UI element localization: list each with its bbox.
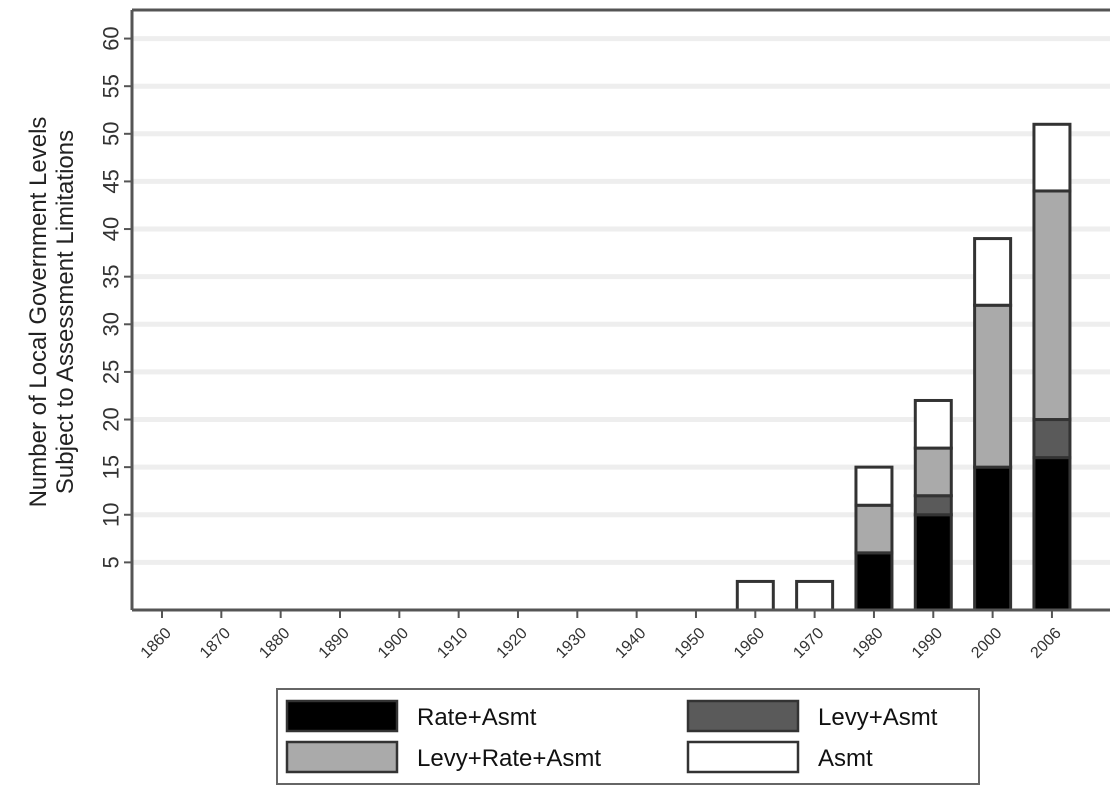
bar-segment (973, 465, 1013, 612)
x-tick-label: 1940 (612, 625, 649, 662)
bar-segment (913, 513, 953, 612)
bar-segment (1032, 456, 1072, 612)
bar-segment (973, 303, 1013, 469)
bar-segment (973, 237, 1013, 307)
bar-segment (1032, 122, 1072, 193)
x-tick-label: 1930 (553, 625, 590, 662)
y-tick-label: 30 (99, 312, 124, 336)
y-tick-label: 55 (99, 74, 124, 98)
x-tick-label: 2006 (1028, 625, 1065, 662)
bar-segment (913, 398, 953, 450)
y-tick-label: 60 (99, 26, 124, 50)
y-axis-label-line-2: Subject to Assessment Limitations (52, 130, 79, 494)
y-tick-label: 40 (99, 217, 124, 241)
y-tick-label: 10 (99, 503, 124, 527)
y-tick-label: 5 (99, 556, 124, 568)
x-tick-label: 1860 (138, 625, 175, 662)
y-ticks: 5 10 15 20 25 30 35 40 45 50 55 60 (99, 26, 132, 569)
bar-segment (1032, 189, 1072, 422)
x-tick-label: 1890 (316, 625, 353, 662)
x-tick-label: 1880 (256, 625, 293, 662)
gridlines (132, 36, 1110, 565)
y-tick-label: 20 (99, 407, 124, 431)
x-tick-label: 1970 (790, 625, 827, 662)
x-tick-label: 1920 (494, 625, 531, 662)
bar-segment (1032, 418, 1072, 460)
bars (735, 122, 1072, 612)
legend-label: Asmt (818, 745, 873, 772)
bar-segment (854, 465, 894, 507)
bar-segment (735, 579, 775, 612)
legend-swatch (285, 740, 399, 774)
y-tick-label: 50 (99, 122, 124, 146)
y-axis-label: Number of Local Government Levels Subjec… (25, 117, 79, 508)
x-tick-label: 1870 (197, 625, 234, 662)
y-tick-label: 15 (99, 455, 124, 479)
y-axis-label-line-1: Number of Local Government Levels (25, 117, 52, 508)
x-tick-label: 2000 (968, 625, 1005, 662)
bar-segment (854, 551, 894, 612)
legend-swatch (686, 699, 800, 733)
y-tick-label: 25 (99, 360, 124, 384)
bar-segment (854, 503, 894, 555)
y-tick-label: 45 (99, 169, 124, 193)
x-tick-label: 1960 (731, 625, 768, 662)
x-tick-label: 1990 (909, 625, 946, 662)
bar-segment (795, 579, 835, 612)
bar-segment (913, 494, 953, 517)
axes (130, 8, 1110, 612)
legend: Rate+Asmt Levy+Asmt Levy+Rate+Asmt Asmt (276, 688, 980, 785)
x-tick-label: 1980 (850, 625, 887, 662)
x-ticks: 1860 1870 1880 1890 1900 1910 1920 1930 1940 1950… (138, 610, 1065, 662)
legend-label: Rate+Asmt (417, 704, 537, 731)
legend-label: Levy+Rate+Asmt (417, 745, 601, 772)
x-tick-label: 1950 (672, 625, 709, 662)
legend-label: Levy+Asmt (818, 704, 938, 731)
legend-swatch (686, 740, 800, 774)
bar-segment (913, 446, 953, 498)
legend-swatch (285, 699, 399, 733)
y-tick-label: 35 (99, 264, 124, 288)
x-tick-label: 1910 (434, 625, 471, 662)
x-tick-label: 1900 (375, 625, 412, 662)
